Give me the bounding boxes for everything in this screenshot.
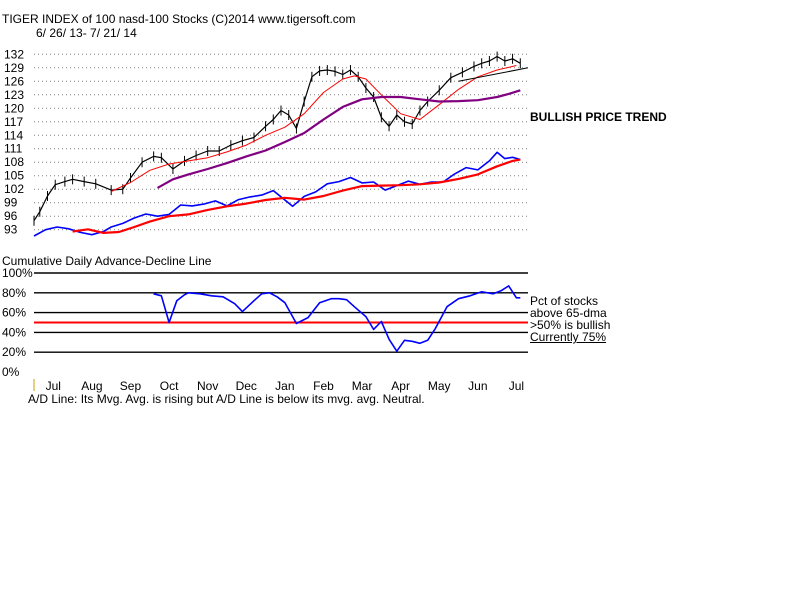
price-tick-label: 96 [4,209,18,223]
month-tick-label: Oct [160,379,179,393]
price-tick-label: 117 [4,115,23,129]
pct-note-line2: above 65-dma [530,306,607,320]
pct-tick-label: 20% [2,345,26,359]
pct-tick-label: 100% [2,266,33,280]
pct-note-line3: >50% is bullish [530,318,611,332]
pct-grid [34,272,528,353]
month-tick-label: May [428,379,451,393]
price-series [33,51,529,237]
pct-series [153,285,521,353]
pct-tick-label: 60% [2,306,26,320]
month-tick-label: Jun [468,379,487,393]
price-tick-label: 129 [4,61,24,75]
ad-line-title: Cumulative Daily Advance-Decline Line [2,254,212,268]
month-tick-label: Mar [352,379,373,393]
price-tick-label: 123 [4,88,24,102]
price-tick-label: 108 [4,155,24,169]
uptrend-line-series-line [458,67,529,82]
chart-title: TIGER INDEX of 100 nasd-100 Stocks (C)20… [2,12,356,26]
month-tick-label: Apr [391,379,410,393]
a-d-line-series-line [33,151,521,237]
pct-tick-label: 0% [2,365,20,379]
pct-above-65dma-line [153,285,521,353]
month-tick-label: Nov [197,379,218,393]
short-moving-average-series-line [110,65,517,192]
ad-line-footer: A/D Line: Its Mvg. Avg. is rising but A/… [28,392,425,406]
month-tick-label: Aug [81,379,102,393]
month-tick-label: Jul [46,379,61,393]
price-tick-label: 120 [4,101,24,115]
price-tick-label: 132 [4,47,24,61]
price-tick-label: 105 [4,169,24,183]
month-axis: Jul Aug Sep Oct Nov Dec Jan Feb Mar Apr May Jun Jul [33,379,524,393]
pct-y-axis: 100% 80% 60% 40% 20% 0% [2,266,33,379]
price-tick-label: 126 [4,74,24,88]
pct-note-line1: Pct of stocks [530,294,599,308]
price-tick-label: 99 [4,196,18,210]
a-d-moving-average-series-line [72,158,521,234]
month-tick-label: Jan [275,379,294,393]
price-tick-label: 114 [4,128,23,142]
month-tick-label: Dec [236,379,257,393]
month-tick-label: Feb [313,379,334,393]
month-tick-label: Jul [509,379,524,393]
price-tick-label: 111 [4,142,23,156]
price-tick-label: 93 [4,223,18,237]
price-grid [34,53,528,231]
pct-note-current: Currently 75% [530,330,607,344]
trend-label: BULLISH PRICE TREND [530,110,667,124]
date-range: 6/ 26/ 13- 7/ 21/ 14 [36,26,137,40]
pct-tick-label: 80% [2,286,26,300]
price-series-line [33,55,521,222]
long-moving-average-series-line [156,89,521,189]
pct-tick-label: 40% [2,325,26,339]
month-tick-label: Sep [120,379,142,393]
price-tick-label: 102 [4,182,24,196]
